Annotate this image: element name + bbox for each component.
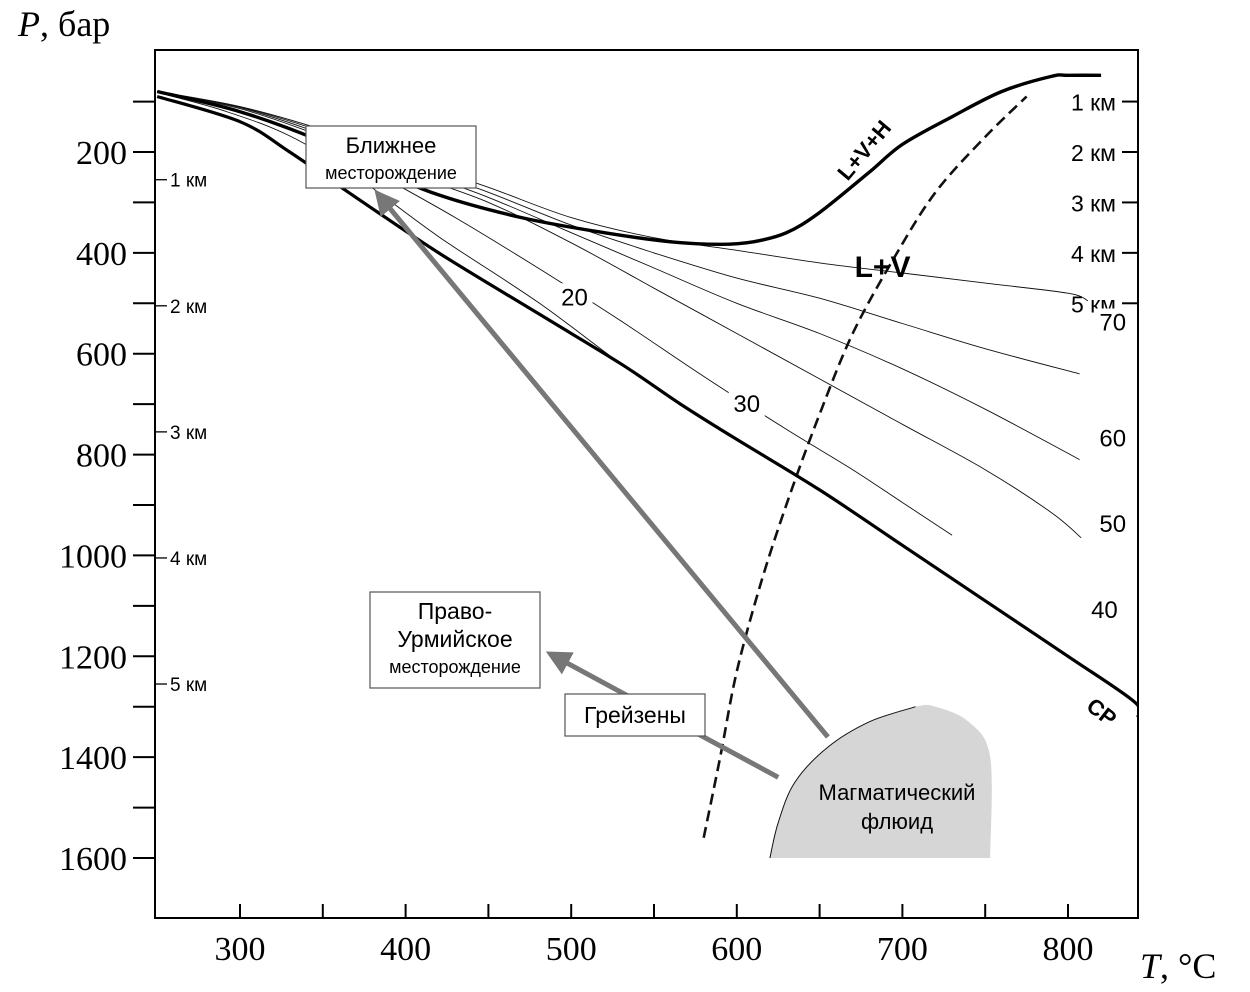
magmatic-label-line: Магматический xyxy=(819,780,976,805)
isopleth-50 xyxy=(157,91,1080,460)
x-tick-label: 800 xyxy=(1043,931,1094,968)
annotation-text-blizhnee: месторождение xyxy=(325,163,457,183)
annotation-text-pravo-urmiyskoe: месторождение xyxy=(389,657,521,677)
isopleth-label-70: 70 xyxy=(1099,310,1126,337)
depth-label-left: 4 км xyxy=(170,549,207,570)
depth-label-left: 5 км xyxy=(170,675,207,696)
x-tick-label: 500 xyxy=(546,931,597,968)
annotation-text-pravo-urmiyskoe: Право- xyxy=(418,598,493,624)
arrow-1 xyxy=(374,189,830,739)
x-tick-label: 400 xyxy=(380,931,431,968)
depth-label-right: 3 км xyxy=(1071,190,1116,216)
dashed-boundary-curve xyxy=(702,95,1028,839)
annotation-box-pravo-urmiyskoe xyxy=(369,591,541,689)
cp-curve xyxy=(156,94,1138,718)
y-axis-var: P xyxy=(17,4,40,44)
annotation-box-blizhnee xyxy=(305,125,477,189)
plot-frame xyxy=(154,49,1139,919)
x-tick-label: 700 xyxy=(877,931,928,968)
magmatic-fluid-edge xyxy=(769,706,916,859)
isopleth-40 xyxy=(157,91,1082,539)
isopleth-label-bg xyxy=(1094,424,1131,453)
isopleth-label-bg xyxy=(1094,308,1131,337)
isopleth-label-bg xyxy=(728,390,765,419)
annotation-text-greyzeny: Грейзены xyxy=(584,702,686,728)
lv-region-label: L+V xyxy=(855,251,911,284)
y-tick-label: 1600 xyxy=(59,841,127,878)
isopleth-label-60: 60 xyxy=(1099,425,1126,452)
depth-label-right: 2 км xyxy=(1071,140,1116,166)
y-tick-label: 1000 xyxy=(59,538,127,575)
isopleth-label-20: 20 xyxy=(561,284,588,311)
annotation-text-pravo-urmiyskoe: Урмийское xyxy=(397,626,512,652)
y-axis-unit: , бар xyxy=(40,4,110,44)
magmatic-label-line: флюид xyxy=(861,809,933,834)
magmatic-fluid-region xyxy=(769,704,992,858)
isopleth-label-50: 50 xyxy=(1099,511,1126,538)
isopleth-label-bg xyxy=(1094,510,1131,539)
y-tick-label: 200 xyxy=(76,135,127,172)
depth-label-left: 1 км xyxy=(170,171,207,192)
depth-label-left: 3 км xyxy=(170,423,207,444)
annotation-box-greyzeny xyxy=(564,693,706,737)
depth-label-right: 1 км xyxy=(1071,90,1116,116)
isopleth-label-30: 30 xyxy=(733,391,760,418)
y-axis-label: P, бар xyxy=(17,4,110,44)
x-tick-label: 600 xyxy=(711,931,762,968)
cp-label: CP xyxy=(1082,693,1121,732)
y-tick-label: 1200 xyxy=(59,639,127,676)
annotation-text-blizhnee: Ближнее xyxy=(346,133,437,158)
isopleth-60 xyxy=(157,91,1080,375)
y-tick-label: 1400 xyxy=(59,740,127,777)
isopleth-label-bg xyxy=(1086,595,1123,624)
isopleth-30 xyxy=(157,91,953,536)
y-tick-label: 400 xyxy=(76,236,127,273)
y-tick-label: 600 xyxy=(76,337,127,374)
isopleth-label-bg xyxy=(556,283,593,312)
isopleth-label-40: 40 xyxy=(1091,597,1118,624)
depth-label-left: 2 км xyxy=(170,297,207,318)
x-tick-label: 300 xyxy=(215,931,266,968)
x-axis-unit: , °C xyxy=(1160,946,1216,986)
x-axis-label: T, °C xyxy=(1140,946,1216,986)
y-tick-label: 800 xyxy=(76,438,127,475)
x-axis-var: T xyxy=(1140,946,1163,986)
depth-label-right: 4 км xyxy=(1071,241,1116,267)
